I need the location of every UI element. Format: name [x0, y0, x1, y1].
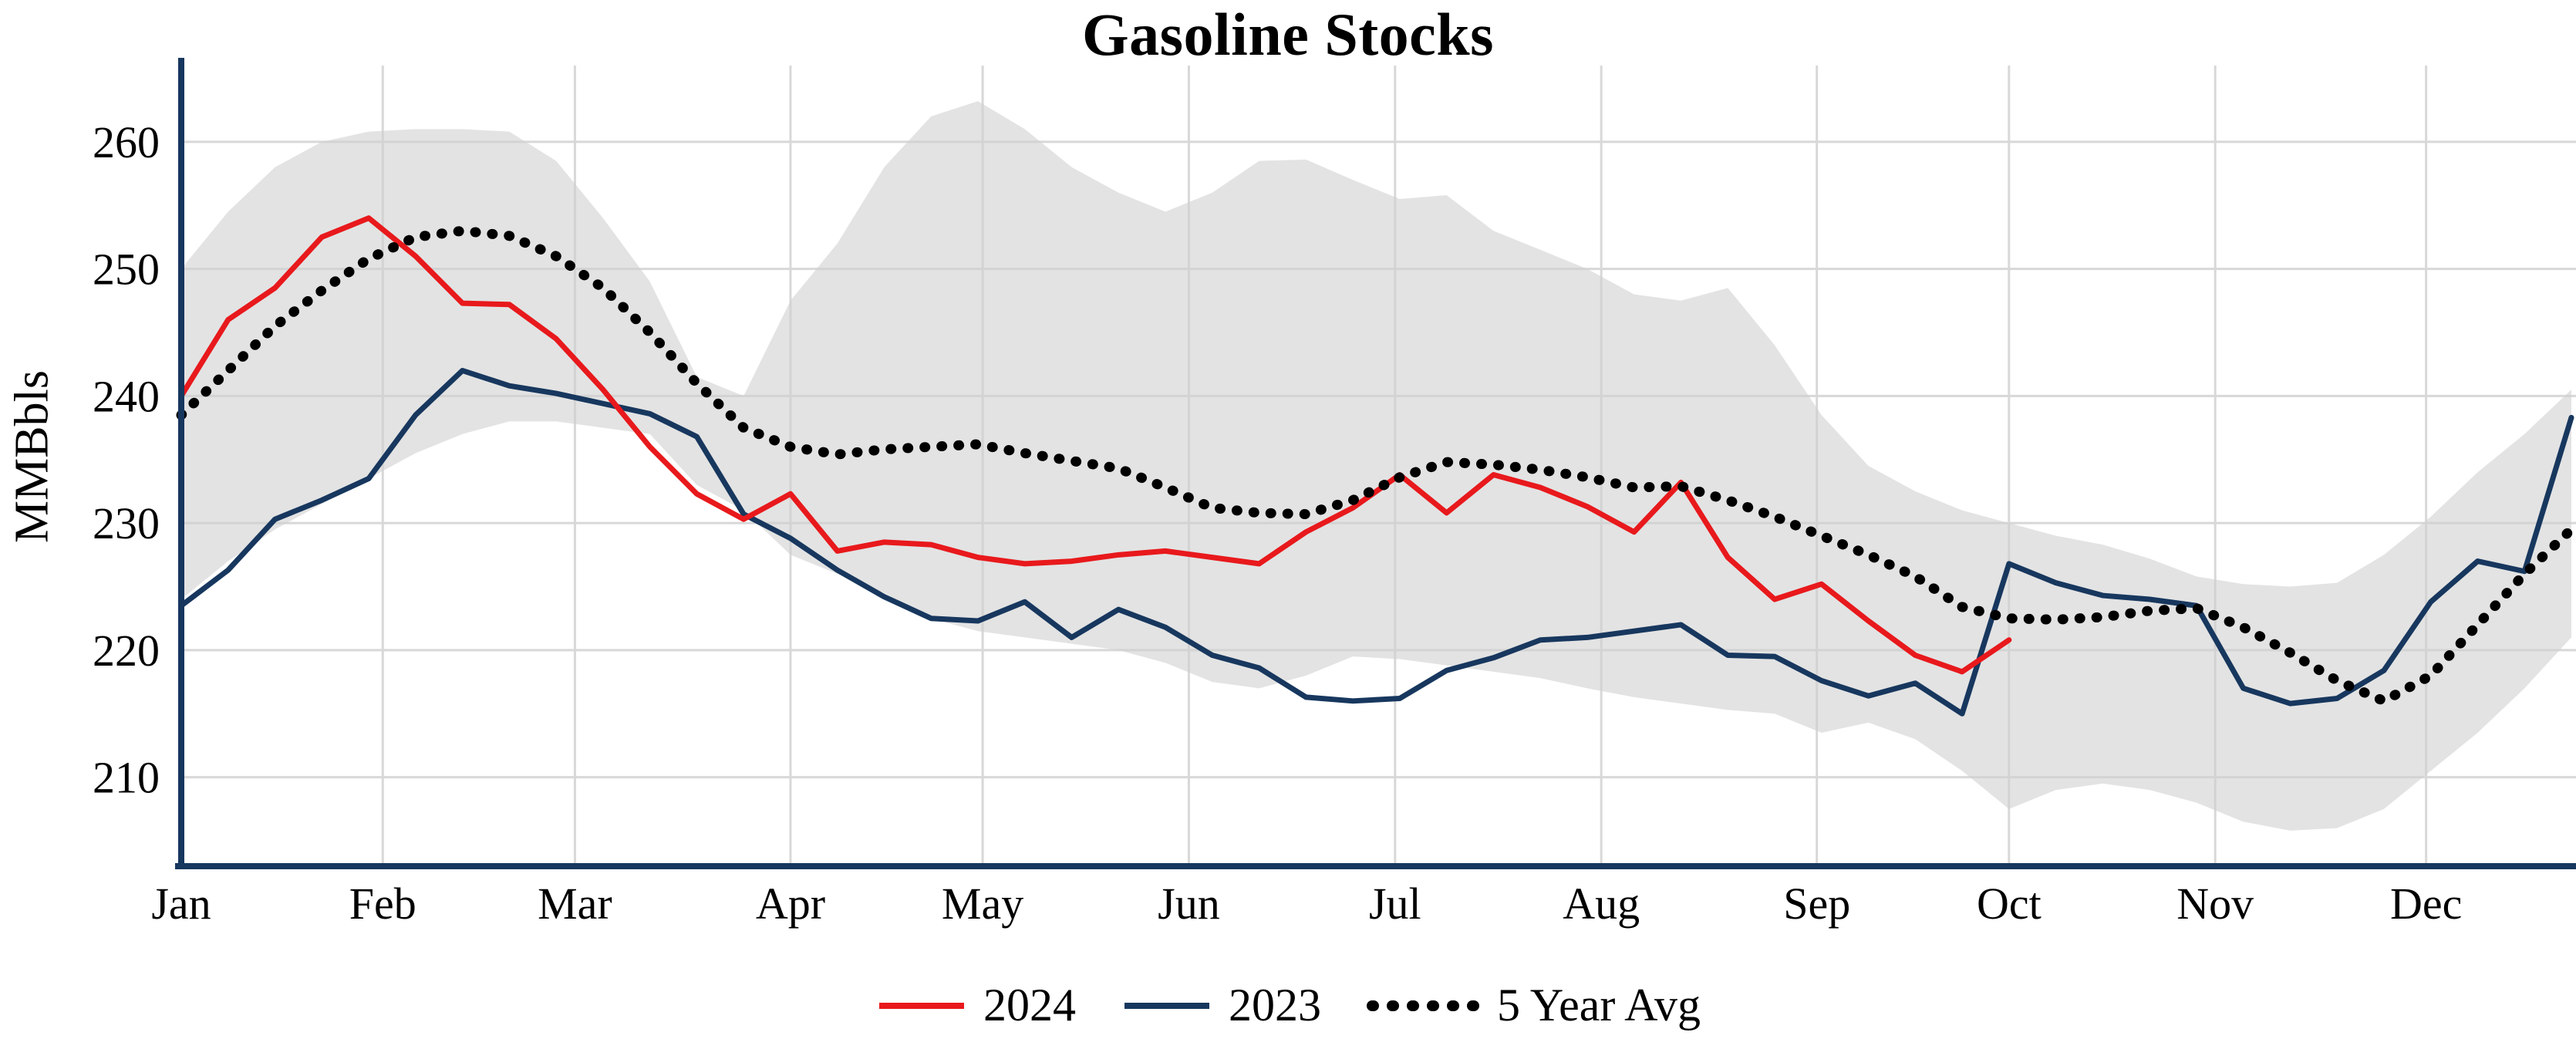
x-tick-label: Dec [2390, 879, 2462, 929]
legend-item-2023: 2023 [1121, 979, 1321, 1032]
x-tick-label: Jul [1369, 879, 1421, 929]
legend-label-2023: 2023 [1229, 980, 1322, 1030]
legend-label-5-year-avg: 5 Year Avg [1497, 980, 1701, 1030]
y-tick-label: 230 [93, 498, 160, 548]
legend-swatch-5-year-avg [1367, 1000, 1482, 1011]
y-tick-label: 260 [93, 117, 160, 167]
x-tick-label: Feb [349, 879, 416, 929]
x-tick-label: Jun [1158, 879, 1220, 929]
legend-label-2024: 2024 [983, 980, 1077, 1030]
legend-swatch-2023 [1124, 1002, 1210, 1009]
five-year-range-band [181, 101, 2571, 831]
series-line-2024 [178, 215, 2012, 675]
x-tick-label: Aug [1563, 879, 1640, 929]
x-tick-label: Nov [2176, 879, 2254, 929]
legend: 2024 2023 5 Year Avg [0, 979, 2576, 1032]
legend-item-2024: 2024 [875, 979, 1076, 1032]
series-line-2023 [178, 367, 2574, 717]
legend-swatch-2024 [879, 1002, 965, 1009]
x-tick-label: May [942, 879, 1023, 929]
x-tick-label: Oct [1977, 879, 2042, 929]
y-tick-label: 240 [93, 371, 160, 421]
legend-item-5-year-avg: 5 Year Avg [1366, 979, 1701, 1032]
x-tick-label: Sep [1783, 879, 1850, 929]
y-tick-label: 220 [93, 626, 160, 676]
series-line-5-year-avg [176, 225, 2576, 707]
y-tick-label: 250 [93, 245, 160, 295]
x-tick-label: Jan [151, 879, 211, 929]
x-tick-label: Mar [538, 879, 612, 929]
chart-title: Gasoline Stocks [1081, 1, 1495, 68]
y-tick-label: 210 [93, 753, 160, 803]
x-tick-label: Apr [756, 879, 825, 929]
